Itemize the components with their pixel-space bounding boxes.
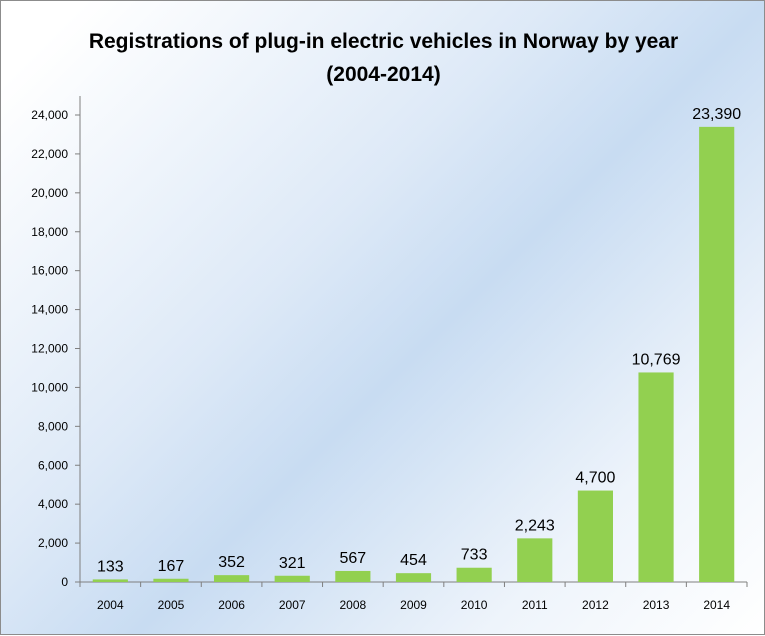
- bar: [335, 570, 371, 582]
- bar: [153, 578, 189, 582]
- y-tick-label: 0: [61, 575, 68, 589]
- y-tick-label: 16,000: [31, 264, 68, 278]
- x-tick-label: 2010: [461, 598, 488, 612]
- bar: [214, 575, 250, 582]
- data-label: 10,769: [632, 351, 681, 368]
- y-tick-label: 6,000: [38, 458, 68, 472]
- data-label: 2,243: [515, 517, 555, 534]
- x-tick-label: 2014: [703, 598, 730, 612]
- x-tick-label: 2007: [279, 598, 306, 612]
- x-tick-label: 2005: [158, 598, 185, 612]
- chart-subtitle: (2004-2014): [326, 63, 441, 86]
- y-tick-label: 20,000: [31, 186, 68, 200]
- data-label: 321: [279, 555, 306, 572]
- data-label: 133: [97, 558, 124, 575]
- y-tick-label: 12,000: [31, 342, 68, 356]
- bar: [274, 575, 310, 582]
- x-tick-label: 2004: [97, 598, 124, 612]
- bar: [699, 126, 735, 583]
- data-label: 23,390: [692, 106, 741, 123]
- bar: [395, 573, 432, 582]
- bar: [92, 579, 128, 582]
- y-tick-label: 14,000: [31, 303, 68, 317]
- data-label: 167: [158, 558, 185, 575]
- data-label: 733: [461, 547, 488, 564]
- data-label: 352: [218, 554, 245, 571]
- y-tick-label: 8,000: [38, 419, 68, 433]
- data-label: 454: [400, 552, 427, 569]
- y-tick-label: 18,000: [31, 225, 68, 239]
- y-tick-label: 22,000: [31, 147, 68, 161]
- chart-title-block: Registrations of plug-in electric vehicl…: [1, 25, 765, 91]
- chart-title: Registrations of plug-in electric vehicl…: [88, 30, 679, 53]
- x-tick-label: 2012: [582, 598, 609, 612]
- y-tick-label: 2,000: [38, 536, 68, 550]
- y-tick-label: 24,000: [31, 108, 68, 122]
- bar: [638, 372, 674, 582]
- y-tick-label: 10,000: [31, 380, 68, 394]
- y-tick-label: 4,000: [38, 497, 68, 511]
- bar: [577, 490, 613, 582]
- bar: [456, 567, 492, 582]
- x-tick-label: 2006: [218, 598, 245, 612]
- x-tick-label: 2009: [400, 598, 427, 612]
- bar: [517, 538, 553, 582]
- x-tick-label: 2011: [522, 598, 548, 612]
- data-label: 567: [340, 550, 367, 567]
- x-tick-label: 2008: [340, 598, 367, 612]
- x-tick-label: 2013: [643, 598, 670, 612]
- data-label: 4,700: [575, 470, 615, 487]
